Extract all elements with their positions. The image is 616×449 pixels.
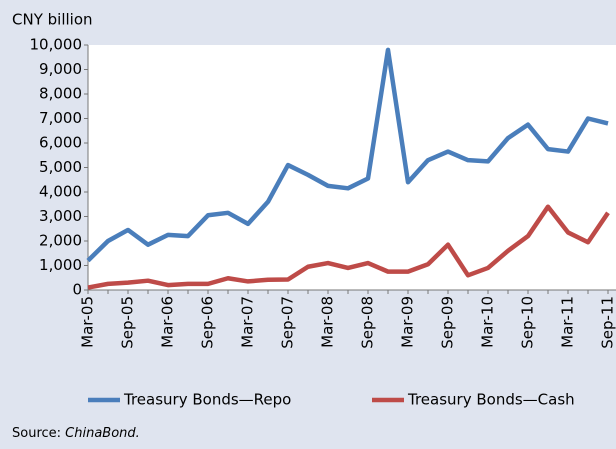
x-tick-label: Sep-10 (519, 296, 537, 349)
y-tick-label: 4,000 (39, 183, 82, 201)
source: Source: ChinaBond. (12, 426, 140, 441)
source-name: ChinaBond. (65, 426, 140, 441)
y-tick-label: 10,000 (30, 36, 83, 54)
y-tick-label: 9,000 (39, 60, 82, 78)
series-line (87, 204, 610, 290)
y-tick-label: 2,000 (39, 232, 82, 250)
x-tick-label: Mar-09 (399, 296, 417, 348)
source-label: Source: (12, 426, 61, 441)
x-tick-label: Mar-08 (319, 296, 337, 348)
y-tick-label: 8,000 (39, 85, 82, 103)
x-tick-label: Mar-07 (239, 296, 257, 348)
y-axis-label: CNY billion (12, 11, 93, 29)
x-tick-label: Sep-06 (199, 296, 217, 349)
x-tick-label: Sep-08 (359, 296, 377, 349)
plot-area (88, 45, 616, 290)
x-tick-label: Sep-11 (599, 296, 616, 349)
y-tick-label: 3,000 (39, 207, 82, 225)
y-tick-label: 7,000 (39, 109, 82, 127)
series-line (86, 47, 609, 263)
x-tick-label: Mar-06 (159, 296, 177, 348)
y-tick-label: 1,000 (39, 256, 82, 274)
x-tick-label: Mar-11 (559, 296, 577, 348)
x-tick-label: Sep-09 (439, 296, 457, 349)
x-tick-label: Mar-10 (479, 296, 497, 348)
y-tick-label: 5,000 (39, 158, 82, 176)
x-tick-label: Sep-07 (279, 296, 297, 349)
legend-label: Treasury Bonds—Cash (407, 391, 575, 409)
x-tick-label: Sep-05 (119, 296, 137, 349)
y-tick-label: 0 (72, 281, 82, 299)
legend-label: Treasury Bonds—Repo (123, 391, 291, 409)
x-tick-label: Mar-05 (79, 296, 97, 348)
y-tick-label: 6,000 (39, 134, 82, 152)
